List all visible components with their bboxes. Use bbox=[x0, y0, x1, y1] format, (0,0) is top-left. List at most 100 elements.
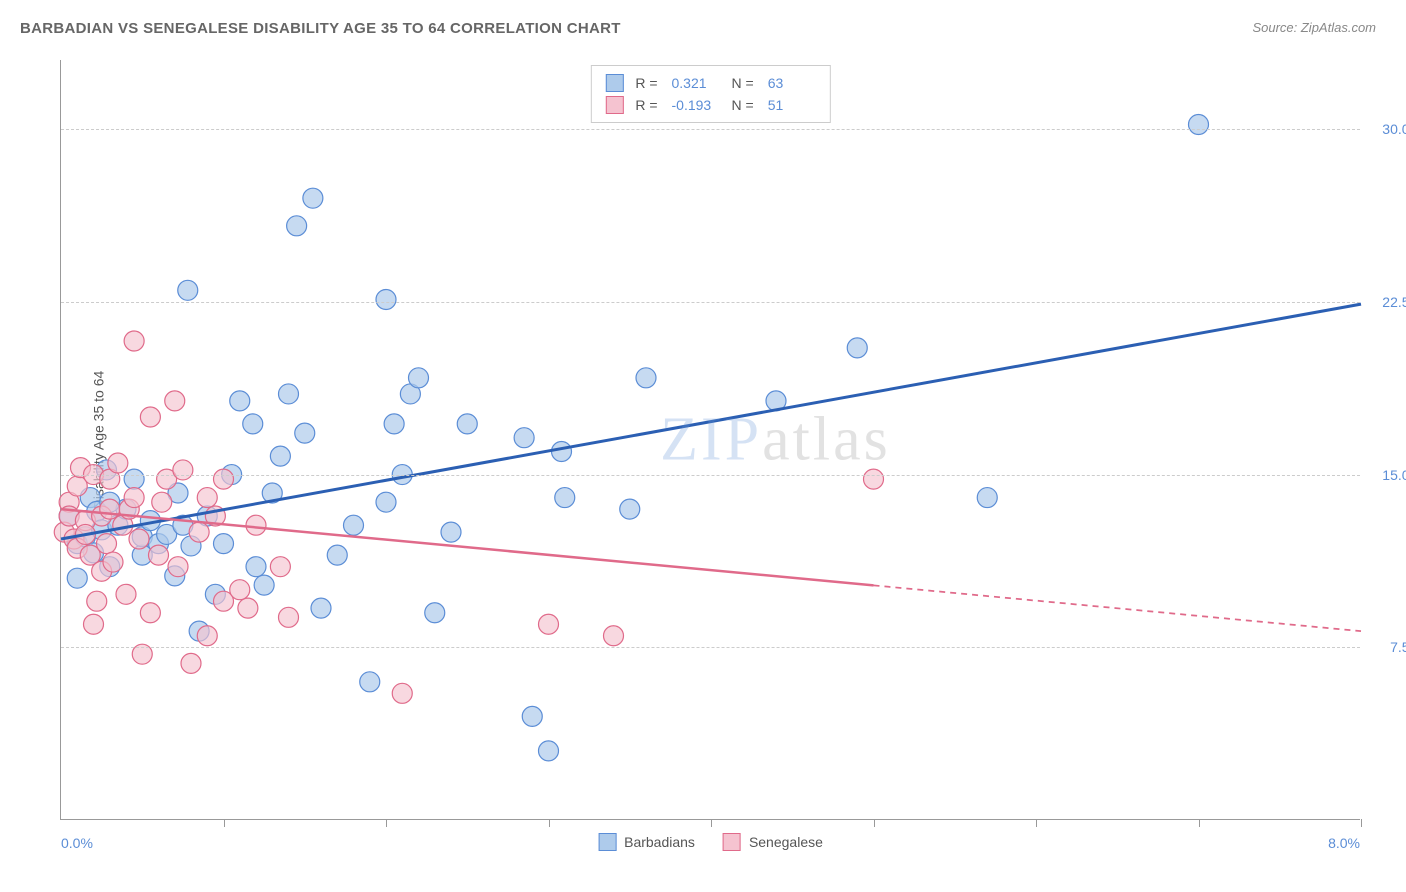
data-point bbox=[67, 568, 87, 588]
data-point bbox=[270, 446, 290, 466]
data-point bbox=[287, 216, 307, 236]
legend-swatch bbox=[598, 833, 616, 851]
data-point bbox=[409, 368, 429, 388]
trend-line-extrapolated bbox=[874, 585, 1362, 631]
data-point bbox=[327, 545, 347, 565]
legend-r-label: R = bbox=[635, 75, 657, 91]
x-tick bbox=[874, 819, 875, 827]
y-tick-label: 30.0% bbox=[1382, 121, 1406, 137]
legend-correlation: R = 0.321 N = 63 R = -0.193 N = 51 bbox=[590, 65, 830, 123]
data-point bbox=[116, 584, 136, 604]
data-point bbox=[197, 488, 217, 508]
data-point bbox=[539, 741, 559, 761]
data-point bbox=[604, 626, 624, 646]
data-point bbox=[376, 492, 396, 512]
data-point bbox=[189, 522, 209, 542]
data-point bbox=[140, 603, 160, 623]
data-point bbox=[279, 384, 299, 404]
legend-n-label: N = bbox=[732, 97, 754, 113]
data-point bbox=[149, 545, 169, 565]
data-point bbox=[636, 368, 656, 388]
data-point bbox=[254, 575, 274, 595]
data-point bbox=[87, 591, 107, 611]
data-point bbox=[514, 428, 534, 448]
data-point bbox=[243, 414, 263, 434]
data-point bbox=[270, 557, 290, 577]
x-tick bbox=[711, 819, 712, 827]
gridline bbox=[61, 302, 1360, 303]
data-point bbox=[847, 338, 867, 358]
data-point bbox=[441, 522, 461, 542]
y-tick-label: 22.5% bbox=[1382, 294, 1406, 310]
data-point bbox=[140, 407, 160, 427]
x-tick bbox=[224, 819, 225, 827]
x-tick bbox=[549, 819, 550, 827]
legend-label: Barbadians bbox=[624, 834, 695, 850]
data-point bbox=[311, 598, 331, 618]
data-point bbox=[864, 469, 884, 489]
data-point bbox=[620, 499, 640, 519]
x-tick bbox=[1036, 819, 1037, 827]
data-point bbox=[977, 488, 997, 508]
legend-n-value: 63 bbox=[768, 75, 816, 91]
gridline bbox=[61, 129, 1360, 130]
x-axis-min-label: 0.0% bbox=[61, 835, 93, 851]
gridline bbox=[61, 475, 1360, 476]
data-point bbox=[522, 706, 542, 726]
data-point bbox=[214, 534, 234, 554]
data-point bbox=[100, 499, 120, 519]
data-point bbox=[344, 515, 364, 535]
legend-r-value: -0.193 bbox=[672, 97, 720, 113]
data-point bbox=[108, 453, 128, 473]
data-point bbox=[246, 515, 266, 535]
data-point bbox=[230, 391, 250, 411]
data-point bbox=[214, 469, 234, 489]
chart-container: BARBADIAN VS SENEGALESE DISABILITY AGE 3… bbox=[10, 10, 1396, 882]
plot-area: Disability Age 35 to 64 ZIPatlas R =0.32… bbox=[60, 60, 1360, 820]
y-tick-label: 15.0% bbox=[1382, 467, 1406, 483]
gridline bbox=[61, 647, 1360, 648]
data-point bbox=[124, 469, 144, 489]
data-point bbox=[103, 552, 123, 572]
data-point bbox=[303, 188, 323, 208]
data-point bbox=[376, 290, 396, 310]
chart-source: Source: ZipAtlas.com bbox=[1252, 20, 1376, 35]
data-point bbox=[539, 614, 559, 634]
legend-series: Barbadians Senegalese bbox=[598, 833, 823, 851]
data-point bbox=[230, 580, 250, 600]
legend-label: Senegalese bbox=[749, 834, 823, 850]
x-axis-max-label: 8.0% bbox=[1328, 835, 1360, 851]
plot-svg bbox=[61, 60, 1361, 820]
legend-row: R = 0.321 N = 63 bbox=[605, 72, 815, 94]
data-point bbox=[129, 529, 149, 549]
legend-n-label: N = bbox=[732, 75, 754, 91]
data-point bbox=[279, 607, 299, 627]
data-point bbox=[197, 626, 217, 646]
data-point bbox=[168, 557, 188, 577]
x-tick bbox=[1199, 819, 1200, 827]
legend-row: R = -0.193 N = 51 bbox=[605, 94, 815, 116]
chart-title: BARBADIAN VS SENEGALESE DISABILITY AGE 3… bbox=[20, 20, 621, 37]
y-tick-label: 7.5% bbox=[1390, 639, 1406, 655]
x-tick bbox=[386, 819, 387, 827]
data-point bbox=[178, 280, 198, 300]
data-point bbox=[84, 614, 104, 634]
x-tick bbox=[1361, 819, 1362, 827]
data-point bbox=[425, 603, 445, 623]
data-point bbox=[124, 488, 144, 508]
legend-r-value: 0.321 bbox=[672, 75, 720, 91]
data-point bbox=[181, 653, 201, 673]
data-point bbox=[384, 414, 404, 434]
legend-n-value: 51 bbox=[768, 97, 816, 113]
data-point bbox=[457, 414, 477, 434]
data-point bbox=[246, 557, 266, 577]
legend-r-label: R = bbox=[635, 97, 657, 113]
data-point bbox=[392, 683, 412, 703]
data-point bbox=[238, 598, 258, 618]
data-point bbox=[165, 391, 185, 411]
data-point bbox=[124, 331, 144, 351]
data-point bbox=[555, 488, 575, 508]
data-point bbox=[552, 442, 572, 462]
data-point bbox=[295, 423, 315, 443]
legend-swatch bbox=[605, 96, 623, 114]
